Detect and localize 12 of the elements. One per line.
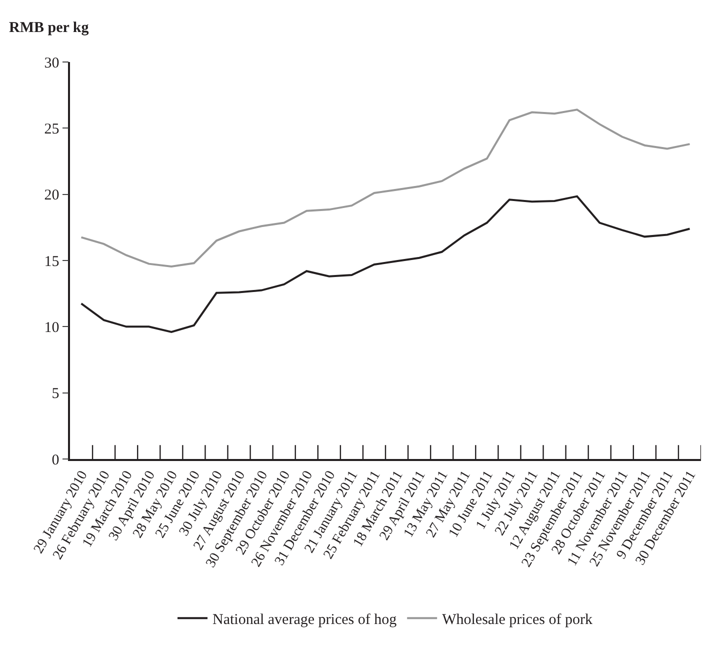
y-tick-label: 20: [44, 188, 60, 204]
y-tick-label: 10: [44, 320, 60, 336]
legend-label: National average prices of hog: [212, 612, 398, 628]
y-tick-label: 30: [44, 55, 60, 72]
line-series: [80, 195, 691, 333]
y-tick-label: 5: [52, 386, 60, 402]
y-axis-title: RMB per kg: [9, 20, 90, 36]
y-tick-label: 0: [52, 452, 60, 468]
legend-label: Wholesale prices of pork: [442, 612, 593, 628]
line-series: [80, 108, 691, 268]
y-tick-label: 25: [44, 121, 60, 138]
y-tick-label: 15: [44, 254, 60, 270]
